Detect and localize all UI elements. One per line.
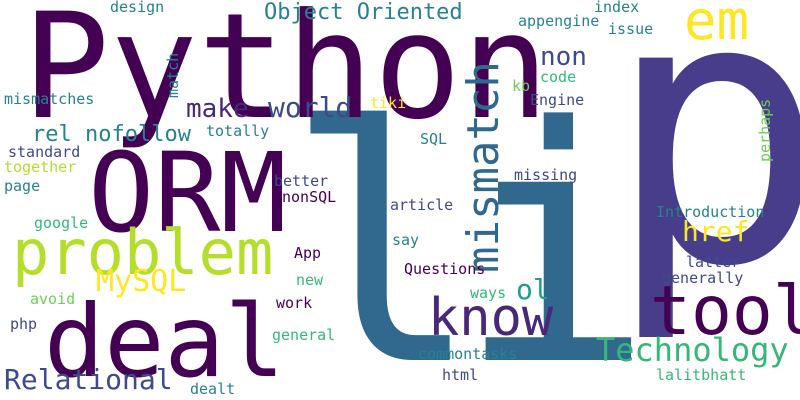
- word-relational: Relational: [4, 363, 173, 396]
- word-introduction: Introduction: [656, 203, 765, 221]
- word-orm: ORM: [88, 129, 287, 257]
- word-mismatches: mismatches: [4, 90, 95, 108]
- word-totally: totally: [206, 122, 270, 140]
- word-li: li: [285, 57, 654, 400]
- word-technology: Technology: [596, 331, 789, 369]
- word-href: href: [682, 215, 750, 248]
- word-mysql: MySQL: [96, 264, 187, 299]
- word-object-oriented: Object Oriented: [264, 0, 463, 25]
- word-design: design: [110, 0, 165, 16]
- word-latter: latter: [686, 253, 741, 271]
- word-kb: kb: [512, 77, 531, 95]
- word-say: say: [392, 231, 420, 249]
- word-work: work: [276, 294, 313, 312]
- word-make: make: [186, 94, 249, 124]
- word-commontasks: commontasks: [418, 345, 518, 363]
- word-php: php: [10, 315, 38, 333]
- word-avoid: avoid: [30, 290, 76, 308]
- word-lalitbhatt: lalitbhatt: [656, 366, 747, 384]
- word-better: better: [274, 172, 329, 190]
- word-dealt: dealt: [190, 380, 236, 398]
- word-ol: ol: [516, 273, 550, 306]
- word-article: article: [390, 196, 454, 214]
- word-issue: issue: [608, 20, 654, 38]
- word-app: App: [294, 244, 322, 262]
- word-mismatch: mismatch: [458, 61, 509, 273]
- word-new: new: [296, 271, 324, 289]
- word-google: google: [34, 214, 89, 232]
- word-match: match: [164, 52, 182, 98]
- word-questions: Questions: [404, 260, 486, 278]
- word-standard: standard: [8, 143, 81, 161]
- word-non: non: [540, 42, 587, 72]
- word-know: know: [428, 288, 554, 348]
- word-nonsql: nonSQL: [282, 188, 337, 206]
- word-general: general: [272, 326, 336, 344]
- word-missing: missing: [514, 166, 578, 184]
- word-problem: problem: [12, 216, 274, 289]
- word-appengine: appengine: [518, 12, 600, 30]
- word-generally: generally: [662, 269, 744, 287]
- word-python: Python: [22, 0, 550, 152]
- word-sql: SQL: [420, 130, 448, 148]
- word-page: page: [4, 177, 41, 195]
- word-perhaps: perhaps: [756, 98, 774, 162]
- word-em: em: [684, 0, 750, 52]
- word-together: together: [4, 158, 77, 176]
- word-engine: Engine: [530, 91, 585, 109]
- word-world: world: [268, 91, 353, 124]
- word-deal: deal: [44, 283, 285, 400]
- word-tool: tool: [650, 272, 800, 351]
- word-tiki: tiki: [370, 94, 407, 112]
- word-index: index: [594, 0, 640, 16]
- word-html: html: [442, 366, 479, 384]
- word-code: code: [540, 68, 577, 86]
- word-p: p: [605, 0, 800, 348]
- word-rel-nofollow: rel nofollow: [32, 122, 191, 147]
- word-ways: ways: [470, 284, 507, 302]
